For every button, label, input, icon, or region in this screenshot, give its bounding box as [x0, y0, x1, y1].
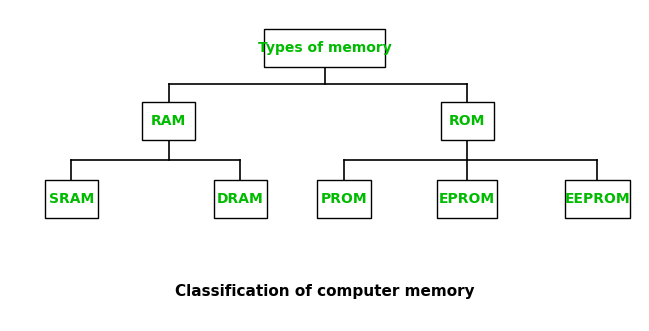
Text: Classification of computer memory: Classification of computer memory	[175, 284, 474, 299]
FancyBboxPatch shape	[565, 179, 630, 218]
FancyBboxPatch shape	[45, 179, 98, 218]
Text: SRAM: SRAM	[49, 192, 94, 206]
Text: EPROM: EPROM	[439, 192, 495, 206]
FancyBboxPatch shape	[265, 29, 384, 67]
Text: DRAM: DRAM	[217, 192, 263, 206]
Text: PROM: PROM	[321, 192, 367, 206]
FancyBboxPatch shape	[317, 179, 371, 218]
Text: Types of memory: Types of memory	[258, 41, 391, 55]
FancyBboxPatch shape	[142, 102, 195, 140]
FancyBboxPatch shape	[441, 102, 494, 140]
Text: EEPROM: EEPROM	[564, 192, 630, 206]
Text: ROM: ROM	[449, 114, 485, 128]
FancyBboxPatch shape	[437, 179, 497, 218]
FancyBboxPatch shape	[214, 179, 267, 218]
Text: RAM: RAM	[151, 114, 186, 128]
